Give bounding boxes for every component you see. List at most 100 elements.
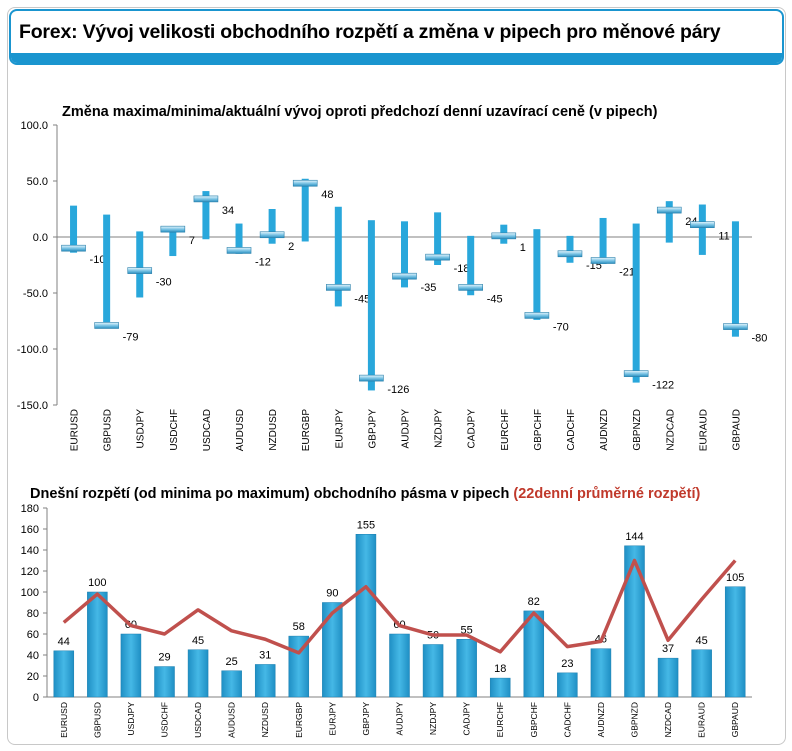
chart2-x-tick-label: USDCHF	[160, 702, 170, 737]
chart2-y-tick-label: 180	[21, 503, 39, 515]
range-bar	[154, 666, 175, 698]
range-data-label: 25	[226, 656, 238, 668]
close-data-label: -80	[751, 333, 767, 345]
chart2-x-tick-label: EURAUD	[697, 702, 707, 738]
close-data-label: 2	[288, 241, 294, 253]
range-bar	[87, 591, 108, 698]
range-bar	[355, 534, 377, 698]
close-marker	[623, 370, 649, 377]
close-marker	[491, 232, 517, 240]
chart2-x-tick-label: USDJPY	[126, 702, 136, 736]
chart2-x-tick-label: NZDCAD	[663, 702, 673, 737]
range-bar	[456, 639, 477, 698]
range-data-label: 58	[293, 621, 305, 633]
range-bar	[136, 231, 144, 298]
chart2-x-tick-label: CADCHF	[562, 702, 572, 737]
chart1-y-tick-label: 100.0	[20, 120, 48, 132]
chart2-x-tick-label: GBPCHF	[529, 702, 539, 737]
chart2-x-tick-label: EURCHF	[495, 702, 505, 737]
chart1-y-tick-label: 50.0	[27, 176, 48, 188]
range-bar	[624, 545, 645, 698]
close-data-label: -45	[354, 293, 370, 305]
close-data-label: -21	[619, 267, 635, 279]
page-title: Forex: Vývoj velikosti obchodního rozpět…	[19, 21, 721, 43]
range-data-label: 37	[662, 643, 674, 655]
chart1-y-tick-label: -150.0	[17, 400, 48, 412]
close-data-label: 1	[520, 242, 526, 254]
chart1-x-tick-label: CADCHF	[566, 409, 577, 451]
range-bar	[422, 644, 444, 698]
close-data-label: -30	[156, 277, 172, 289]
range-bar	[235, 223, 243, 254]
close-data-label: 11	[718, 231, 729, 243]
chart2-y-tick-label: 60	[27, 629, 39, 641]
chart1-title: Změna maxima/minima/aktuální vývoj oprot…	[62, 104, 658, 120]
range-data-label: 29	[158, 652, 170, 664]
chart1-x-tick-label: EURCHF	[500, 409, 511, 451]
range-bar	[322, 602, 343, 698]
range-data-label: 44	[58, 636, 70, 648]
chart2-x-tick-label: EURGBP	[294, 702, 304, 738]
chart2-y-tick-label: 0	[33, 692, 39, 704]
chart1-x-tick-label: AUDNZD	[599, 409, 610, 451]
chart1-x-tick-label: EURGBP	[301, 409, 312, 452]
close-marker	[690, 221, 715, 228]
close-marker	[458, 284, 483, 291]
range-bar	[169, 226, 177, 257]
close-data-label: -12	[255, 256, 271, 268]
close-data-label: -45	[487, 293, 503, 305]
range-bar	[467, 235, 475, 296]
close-marker	[94, 322, 119, 329]
range-bar	[187, 649, 209, 698]
range-bar	[657, 657, 679, 698]
chart2-y-tick-label: 140	[21, 545, 39, 557]
chart1-x-tick-label: GBPJPY	[367, 409, 378, 449]
chart1-x-tick-label: AUDUSD	[235, 409, 246, 451]
close-data-label: -18	[454, 263, 470, 275]
range-data-label: 82	[528, 596, 540, 608]
chart1-x-tick-label: GBPNZD	[632, 409, 643, 451]
close-marker	[524, 312, 550, 319]
range-bar	[665, 201, 673, 243]
close-marker	[292, 179, 318, 187]
close-data-label: -70	[553, 321, 569, 333]
range-data-label: 23	[561, 658, 573, 670]
chart1-x-tick-label: GBPAUD	[731, 409, 742, 451]
range-bar	[221, 670, 242, 698]
range-bar	[401, 221, 408, 288]
range-data-label: 55	[461, 624, 473, 636]
range-bar	[557, 672, 578, 698]
range-bar	[70, 205, 78, 253]
range-bar	[301, 178, 309, 242]
chart2-title: Dnešní rozpětí (od minima po maximum) ob…	[30, 486, 700, 502]
range-bar	[389, 633, 410, 698]
chart1-x-tick-label: USDJPY	[136, 409, 147, 449]
close-marker	[259, 231, 285, 239]
close-marker	[127, 267, 153, 274]
range-bar	[566, 235, 574, 263]
chart1-y-tick-label: 0.0	[33, 232, 48, 244]
chart2-x-tick-label: GBPAUD	[730, 702, 740, 737]
chart1-x-tick-label: GBPCHF	[533, 409, 544, 451]
chart2-x-tick-label: AUDJPY	[395, 702, 405, 736]
chart2-x-tick-label: AUDNZD	[596, 702, 606, 737]
range-data-label: 155	[357, 519, 375, 531]
close-data-label: -126	[387, 384, 409, 396]
chart1-y-tick-label: -50.0	[23, 288, 48, 300]
close-marker	[425, 253, 450, 261]
close-data-label: 7	[189, 235, 195, 247]
range-data-label: 100	[88, 577, 106, 589]
range-bar	[202, 191, 210, 240]
range-bar	[489, 677, 511, 698]
range-bar	[691, 649, 712, 698]
range-data-label: 144	[625, 531, 643, 543]
chart2-x-tick-label: CADJPY	[462, 702, 472, 736]
chart1-y-tick-label: -100.0	[17, 344, 48, 356]
chart2-x-tick-label: USDCAD	[193, 702, 203, 738]
chart2-x-tick-label: NZDUSD	[260, 702, 270, 737]
range-bar	[334, 206, 342, 307]
chart2-x-tick-label: GBPJPY	[361, 702, 371, 736]
range-data-label: 31	[259, 649, 271, 661]
range-bar	[590, 648, 612, 698]
